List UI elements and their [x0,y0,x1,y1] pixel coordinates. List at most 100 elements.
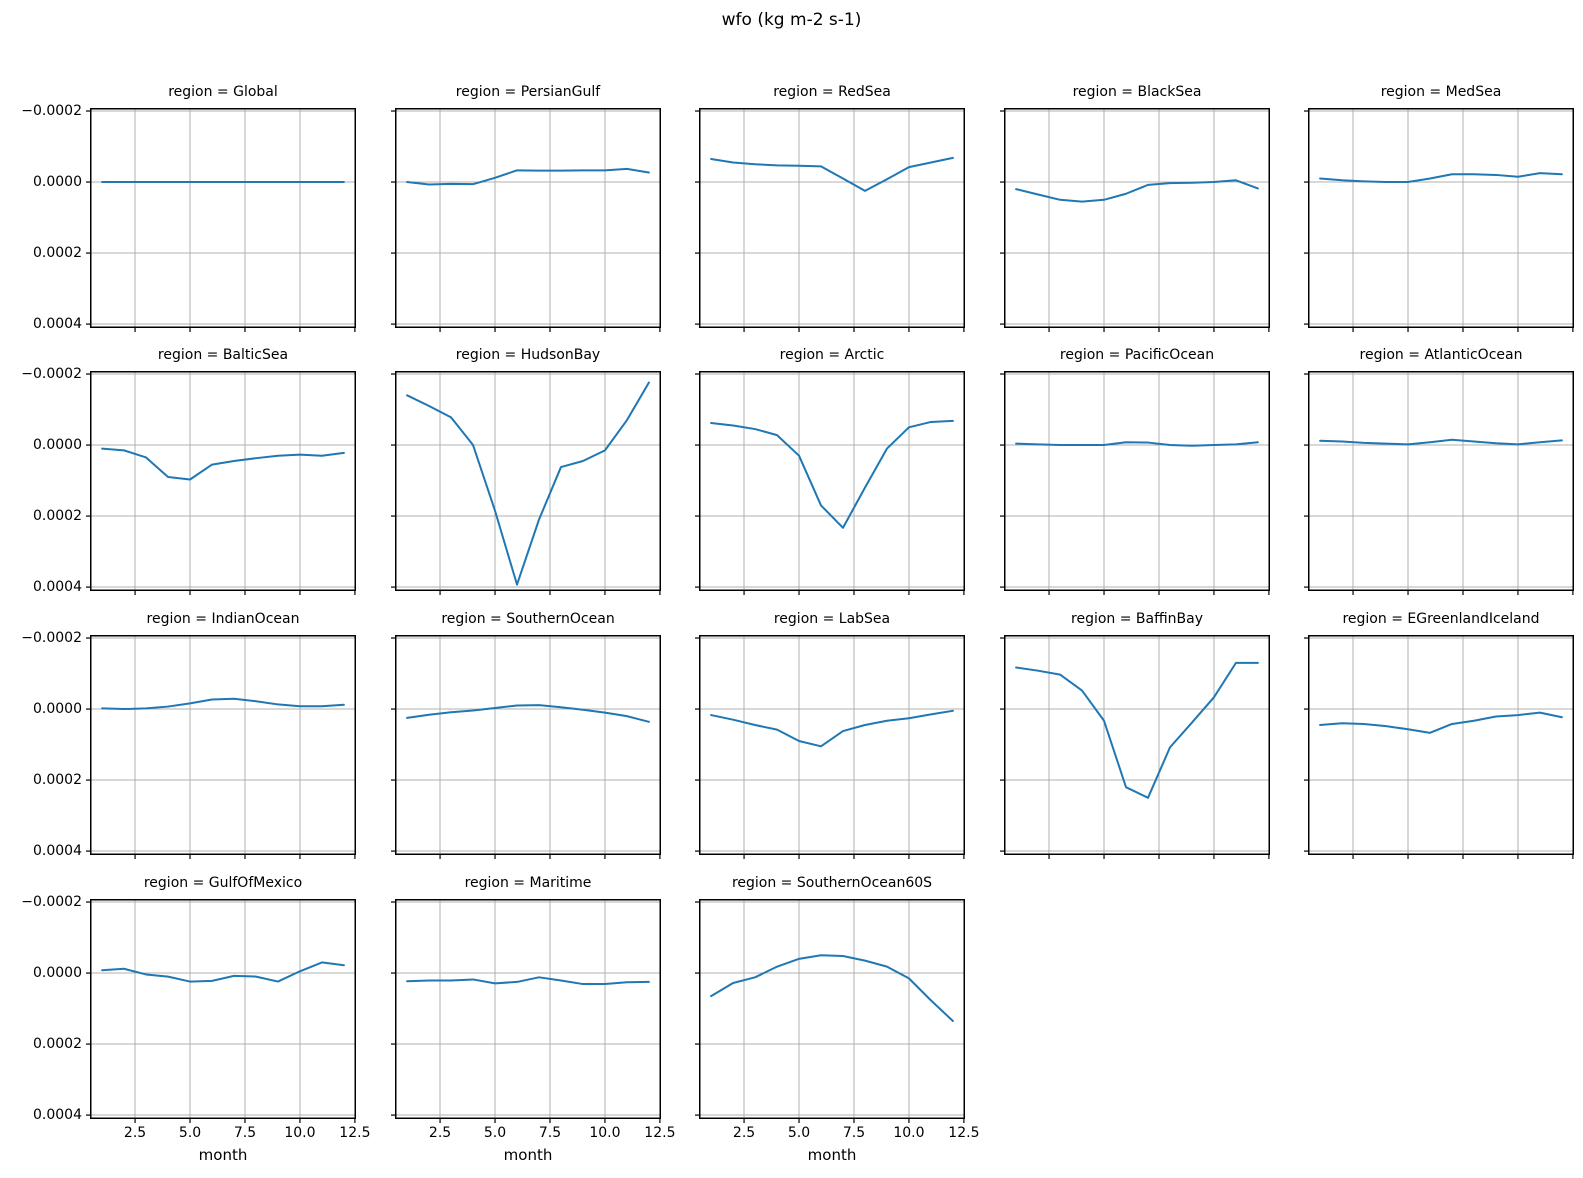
facet-Maritime: region = Maritime 2.5 5.0 7.5 10.0 12.5 month [391,875,675,1164]
facet-PacificOcean: region = PacificOcean [1000,347,1270,595]
facet-title: region = SouthernOcean60S [731,875,933,891]
axes-spines [699,371,965,591]
facet-PersianGulf: region = PersianGulf [391,84,661,332]
axes-spines [395,108,661,328]
x-tick-label: 12.5 [339,1125,371,1141]
facet-plot-area [695,108,965,332]
y-tick-label: 0.0004 [33,1107,82,1124]
facet-SouthernOcean: region = SouthernOcean [391,611,661,859]
x-axis-label: month [198,1146,248,1164]
y-tick-label: −0.0002 [21,630,82,647]
y-tick-label: 0.0004 [33,843,82,860]
facet-BaffinBay: region = BaffinBay [1000,611,1270,859]
axes-spines [1308,635,1574,855]
axes-spines [699,108,965,328]
facet-MedSea: region = MedSea [1304,84,1574,332]
facet-LabSea: region = LabSea [695,611,965,859]
facet-plot-area [695,899,965,1123]
facet-SouthernOcean60S: region = SouthernOcean60S 2.5 5.0 7.5 10.0 12… [695,875,979,1164]
facet-title: region = IndianOcean [146,611,300,627]
y-tick-label: −0.0002 [21,894,82,911]
facet-AtlanticOcean: region = AtlanticOcean [1304,347,1574,595]
facet-Global: region = Global −0.0002 0.0000 0.0002 0.0004 [21,84,356,332]
data-line [101,961,345,983]
facet-title: region = Arctic [779,347,885,363]
facet-plot-area [1304,371,1574,595]
x-tick-label: 7.5 [233,1125,257,1141]
data-line [1319,438,1563,446]
data-line [1015,661,1259,799]
axes-spines [90,635,356,855]
x-tick-label: 7.5 [538,1125,562,1141]
data-line [1319,172,1563,184]
facet-title: region = EGreenlandIceland [1342,611,1540,627]
facet-plot-area [1000,371,1270,595]
axes-spines [1308,108,1574,328]
facet-title: region = SouthernOcean [441,611,615,627]
axes-spines [699,635,965,855]
axes-spines [1308,371,1574,591]
facet-title: region = HudsonBay [455,347,601,363]
facet-title: region = GulfOfMexico [143,875,303,891]
facet-title: region = LabSea [773,611,891,627]
facet-plot-area [391,635,661,859]
data-line [710,954,954,1022]
facet-plot-area [391,108,661,332]
data-line [710,156,954,192]
x-tick-label: 2.5 [428,1125,452,1141]
facet-plot-area [1000,108,1270,332]
data-line [1015,179,1259,203]
y-tick-label: 0.0002 [33,772,82,789]
y-tick-label: 0.0002 [33,508,82,525]
data-line [406,167,650,186]
axes-spines [90,899,356,1119]
figure-title: wfo (kg m-2 s-1) [721,10,862,30]
x-axis-label: month [807,1146,857,1164]
data-line [101,697,345,711]
facet-plot-area [1304,635,1574,859]
axes-spines [1004,108,1270,328]
data-line [101,447,345,481]
facet-plot-area [86,635,356,859]
x-tick-label: 10.0 [284,1125,316,1141]
facet-BalticSea: region = BalticSea −0.0002 0.0000 0.0002 0.0… [21,347,356,595]
data-line [710,419,954,529]
axes-spines [395,635,661,855]
x-tick-label: 12.5 [644,1125,676,1141]
data-line [1015,441,1259,447]
x-axis-label: month [503,1146,553,1164]
facet-title: region = Maritime [464,875,592,891]
x-tick-label: 7.5 [842,1125,866,1141]
facet-plot-area [695,371,965,595]
data-line [406,381,650,586]
data-line [710,709,954,748]
x-tick-label: 12.5 [948,1125,980,1141]
facet-title: region = AtlanticOcean [1359,347,1523,363]
facet-GulfOfMexico: region = GulfOfMexico −0.0002 0.0000 0.0002… [21,875,370,1164]
x-tick-label: 2.5 [123,1125,147,1141]
facet-plot-area [1304,108,1574,332]
x-tick-label: 10.0 [893,1125,925,1141]
data-line [406,704,650,723]
y-tick-label: 0.0000 [33,437,82,454]
facet-plot-area [695,635,965,859]
facet-title: region = BlackSea [1072,84,1202,100]
axes-spines [395,899,661,1119]
axes-spines [90,108,356,328]
facet-title: region = BaffinBay [1071,611,1203,627]
facet-plot-area [86,899,356,1123]
axes-spines [1004,635,1270,855]
axes-spines [1004,371,1270,591]
y-tick-label: 0.0000 [33,965,82,982]
facet-title: region = RedSea [773,84,891,100]
data-line [1319,711,1563,734]
x-tick-label: 2.5 [732,1125,756,1141]
y-tick-label: 0.0002 [33,1036,82,1053]
x-tick-label: 5.0 [178,1125,202,1141]
y-tick-label: −0.0002 [21,103,82,120]
facet-Arctic: region = Arctic [695,347,965,595]
facet-title: region = BalticSea [157,347,289,363]
y-tick-label: 0.0000 [33,174,82,191]
x-tick-label: 5.0 [483,1125,507,1141]
facet-IndianOcean: region = IndianOcean −0.0002 0.0000 0.0002 0… [21,611,356,859]
